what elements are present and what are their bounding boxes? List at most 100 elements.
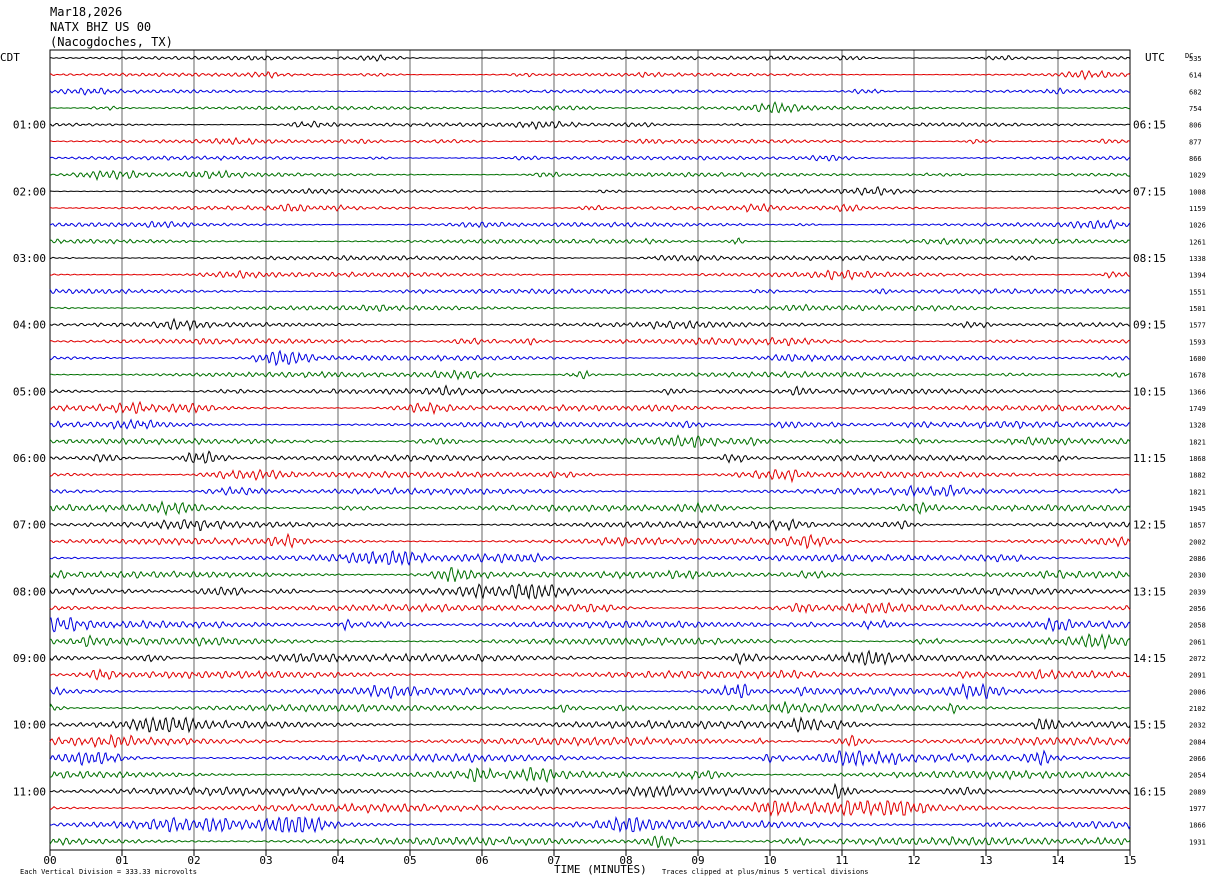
trace-line — [49, 369, 1130, 381]
utc-hour-label: 12:15 — [1133, 519, 1166, 532]
dc-offset-value: 2072 — [1189, 655, 1206, 663]
x-tick-label: 04 — [331, 854, 345, 867]
dc-offset-value: 1593 — [1189, 338, 1206, 346]
cdt-hour-label: 06:00 — [13, 452, 46, 465]
seismic-traces — [49, 54, 1131, 849]
trace-line — [49, 87, 1131, 96]
trace-line — [49, 633, 1131, 651]
trace-line — [49, 237, 1131, 245]
dc-offset-value: 1029 — [1189, 172, 1206, 180]
x-tick-label: 02 — [187, 854, 200, 867]
cdt-hour-label: 01:00 — [13, 119, 46, 132]
left-timezone-label: CDT — [0, 51, 20, 64]
trace-line — [49, 154, 1131, 162]
dc-offset-value: 614 — [1189, 72, 1202, 80]
cdt-hour-label: 04:00 — [13, 319, 46, 332]
utc-hour-label: 11:15 — [1133, 452, 1166, 465]
utc-hour-label: 08:15 — [1133, 252, 1166, 265]
trace-line — [49, 434, 1131, 448]
dc-offset-value: 1551 — [1189, 288, 1206, 296]
trace-line — [49, 583, 1131, 600]
dc-offset-value: 1868 — [1189, 455, 1206, 463]
axis-labels: 00 01 02 03 04 05 06 07 08 09 10 11 12 13 14 15 535 614 68… — [13, 55, 1206, 867]
dc-offset-value: 2086 — [1189, 555, 1206, 563]
dc-offset-value: 1945 — [1189, 505, 1206, 513]
trace-line — [49, 54, 1131, 62]
dc-offset-value: 2039 — [1189, 588, 1206, 596]
dc-offset-value: 1159 — [1189, 205, 1206, 213]
cdt-hour-label: 09:00 — [13, 652, 46, 665]
x-tick-label: 08 — [619, 854, 632, 867]
trace-line — [49, 532, 1131, 550]
dc-offset-value: 806 — [1189, 122, 1202, 130]
x-tick-label: 06 — [475, 854, 488, 867]
trace-line — [49, 185, 1131, 196]
dc-offset-value: 866 — [1189, 155, 1202, 163]
trace-line — [49, 549, 1131, 567]
dc-offset-value: 1977 — [1189, 805, 1206, 813]
dc-offset-value: 1821 — [1189, 488, 1206, 496]
dc-offset-value: 2089 — [1189, 788, 1206, 796]
dc-offset-value: 1328 — [1189, 422, 1206, 430]
x-tick-label: 13 — [979, 854, 992, 867]
x-tick-label: 10 — [763, 854, 776, 867]
dc-offset-value: 1600 — [1189, 355, 1206, 363]
trace-line — [49, 336, 1131, 347]
trace-line — [49, 649, 1131, 667]
trace-line — [49, 567, 1131, 582]
dc-offset-value: 1261 — [1189, 238, 1206, 246]
trace-line — [49, 601, 1131, 615]
utc-hour-label: 16:15 — [1133, 785, 1166, 798]
dc-offset-value: 1882 — [1189, 472, 1206, 480]
dc-offset-value: 1678 — [1189, 372, 1206, 380]
trace-line — [49, 835, 1131, 849]
trace-line — [49, 782, 1131, 800]
dc-offset-value: 1931 — [1189, 838, 1206, 846]
trace-line — [49, 120, 1131, 131]
trace-line — [49, 169, 1131, 182]
dc-offset-value: 2054 — [1189, 772, 1206, 780]
utc-hour-label: 13:15 — [1133, 585, 1166, 598]
x-tick-label: 15 — [1123, 854, 1136, 867]
right-timezone-label: UTC — [1145, 51, 1165, 64]
dc-offset-value: 1857 — [1189, 522, 1206, 530]
dc-offset-value: 877 — [1189, 138, 1202, 146]
cdt-hour-label: 02:00 — [13, 185, 46, 198]
clip-note: Traces clipped at plus/minus 5 vertical … — [662, 868, 869, 876]
dc-offset-value: 1366 — [1189, 388, 1206, 396]
cdt-hour-label: 03:00 — [13, 252, 46, 265]
utc-hour-label: 07:15 — [1133, 185, 1166, 198]
x-tick-label: 07 — [547, 854, 560, 867]
dc-offset-value: 2056 — [1189, 605, 1206, 613]
utc-hour-label: 15:15 — [1133, 719, 1166, 732]
trace-line — [49, 682, 1131, 701]
dc-offset-header: DC — [1185, 52, 1193, 60]
dc-offset-value: 682 — [1189, 88, 1202, 96]
dc-offset-value: 1026 — [1189, 222, 1206, 230]
dc-offset-value: 1577 — [1189, 322, 1206, 330]
dc-offset-value: 2066 — [1189, 755, 1206, 763]
dc-offset-value: 2058 — [1189, 622, 1206, 630]
trace-line — [49, 349, 1131, 367]
dc-offset-value: 2030 — [1189, 572, 1206, 580]
x-tick-label: 05 — [403, 854, 416, 867]
dc-offset-value: 1821 — [1189, 438, 1206, 446]
trace-line — [49, 418, 1131, 430]
x-tick-label: 01 — [115, 854, 128, 867]
x-tick-label: 12 — [907, 854, 920, 867]
trace-line — [49, 69, 1131, 81]
trace-line — [49, 800, 1131, 817]
cdt-hour-label: 11:00 — [13, 785, 46, 798]
plot-date: Mar18,2026 — [50, 5, 123, 19]
time-grid — [49, 49, 1131, 856]
trace-line — [50, 269, 1131, 281]
trace-line — [49, 518, 1131, 532]
dc-offset-value: 1008 — [1189, 188, 1206, 196]
trace-line — [49, 767, 1131, 784]
dc-offset-value: 2091 — [1189, 672, 1206, 680]
trace-line — [49, 500, 1131, 517]
cdt-hour-label: 08:00 — [13, 585, 46, 598]
trace-line — [49, 733, 1131, 749]
dc-offset-value: 754 — [1189, 105, 1202, 113]
